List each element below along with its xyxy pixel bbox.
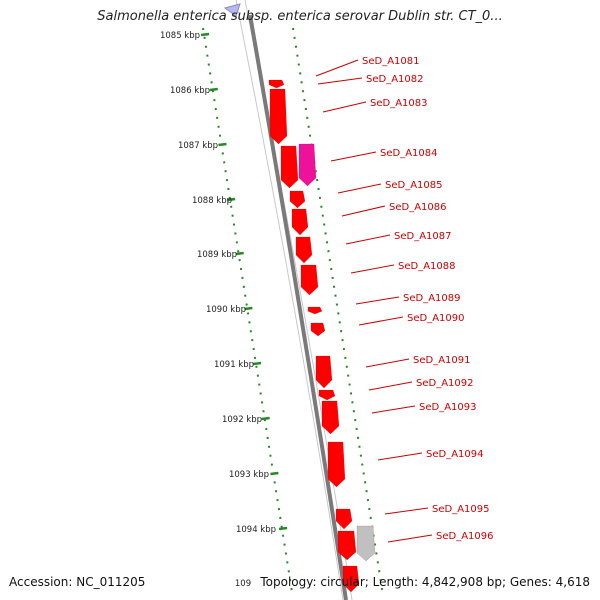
- accession-label: Accession: NC_011205: [9, 575, 146, 589]
- gene-feature[interactable]: [356, 525, 376, 562]
- gene-label-leader: [377, 452, 423, 461]
- kbp-tick: [235, 251, 244, 256]
- gene-label-leader: [384, 507, 429, 515]
- gene-feature[interactable]: [315, 355, 333, 389]
- gene-label[interactable]: SeD_A1085: [385, 180, 443, 191]
- gene-feature[interactable]: [300, 264, 319, 296]
- gene-label-leader: [365, 358, 410, 368]
- gene-feature[interactable]: [321, 400, 340, 435]
- genome-title: Salmonella enterica subsp. enterica sero…: [97, 9, 503, 24]
- kbp-tick: [226, 197, 236, 202]
- kbp-label: 1092 kbp: [222, 415, 262, 425]
- kbp-label: 1090 kbp: [206, 305, 246, 315]
- gene-label[interactable]: SeD_A1091: [413, 355, 471, 366]
- gene-label-leader: [368, 381, 413, 391]
- gene-label[interactable]: SeD_A1081: [362, 56, 420, 67]
- kbp-labels: 1085 kbp 1086 kbp 1087 kbp 1088 kbp 1089 kbp…: [160, 31, 276, 589]
- gene-feature[interactable]: [310, 322, 326, 337]
- kbp-tick: [244, 306, 253, 311]
- kbp-label: 1085 kbp: [160, 31, 200, 41]
- kbp-label: 1094 kbp: [236, 525, 276, 535]
- gene-feature[interactable]: [295, 236, 313, 264]
- kbp-label: 1089 kbp: [197, 250, 237, 260]
- gene-label[interactable]: SeD_A1089: [403, 293, 461, 304]
- gene-features: [268, 79, 376, 593]
- gene-label[interactable]: SeD_A1096: [436, 531, 494, 542]
- gene-feature[interactable]: [298, 143, 317, 187]
- kbp-major-ticks: [200, 32, 288, 531]
- gene-feature[interactable]: [307, 306, 323, 315]
- genome-summary: Topology: circular; Length: 4,842,908 bp…: [260, 575, 590, 589]
- kbp-tick: [218, 142, 227, 147]
- backbone-marker-icon: [223, 3, 241, 17]
- gene-feature[interactable]: [269, 88, 288, 145]
- gene-label[interactable]: SeD_A1086: [389, 202, 447, 213]
- gene-label[interactable]: SeD_A1090: [407, 313, 465, 324]
- gene-label[interactable]: SeD_A1083: [370, 98, 428, 109]
- gene-label-leader: [345, 234, 391, 245]
- kbp-label: 1091 kbp: [214, 360, 254, 370]
- kbp-tick: [200, 32, 210, 37]
- kbp-tick: [261, 416, 270, 421]
- gene-labels: SeD_A1081 SeD_A1082 SeD_A1083 SeD_A1084 SeD_…: [315, 56, 494, 543]
- ring-inner-boundary: [235, 0, 344, 600]
- genome-backbone: [248, 14, 348, 600]
- gene-label-leader: [355, 296, 400, 305]
- gene-label-leader: [315, 59, 359, 77]
- gene-label-leader: [337, 183, 382, 194]
- gene-label[interactable]: SeD_A1084: [380, 148, 438, 159]
- gene-label-leader: [387, 534, 433, 543]
- gene-feature[interactable]: [280, 145, 299, 189]
- kbp-label: 1093 kbp: [229, 470, 269, 480]
- gene-label-leader: [330, 151, 377, 162]
- gene-label[interactable]: SeD_A1094: [426, 449, 484, 460]
- gene-label[interactable]: SeD_A1093: [419, 402, 477, 413]
- kbp-label: 109: [235, 579, 251, 589]
- gene-label[interactable]: SeD_A1082: [366, 74, 424, 85]
- gene-label-leader: [350, 264, 395, 274]
- kbp-tick: [278, 526, 288, 531]
- gene-feature[interactable]: [268, 79, 285, 89]
- gene-label-leader: [371, 405, 416, 414]
- gene-feature[interactable]: [327, 441, 346, 488]
- kbp-label: 1087 kbp: [178, 141, 218, 151]
- gene-label-leader: [322, 101, 367, 113]
- gene-feature[interactable]: [318, 389, 336, 401]
- gene-label[interactable]: SeD_A1092: [416, 378, 474, 389]
- gene-label-leader: [341, 205, 386, 217]
- kbp-label: 1086 kbp: [170, 86, 210, 96]
- gene-feature[interactable]: [335, 508, 353, 530]
- gene-tick-ring: [292, 27, 384, 596]
- kbp-tick: [270, 471, 279, 476]
- gene-label[interactable]: SeD_A1095: [432, 504, 490, 515]
- kbp-tick: [252, 361, 262, 366]
- kbp-label: 1088 kbp: [192, 196, 232, 206]
- kbp-tick: [209, 87, 218, 92]
- gene-feature[interactable]: [342, 565, 360, 593]
- gene-label[interactable]: SeD_A1087: [394, 231, 452, 242]
- gene-label[interactable]: SeD_A1088: [398, 261, 456, 272]
- gene-label-leader: [317, 77, 363, 85]
- gene-feature[interactable]: [337, 530, 357, 561]
- gene-feature[interactable]: [289, 190, 306, 209]
- gene-feature[interactable]: [291, 208, 309, 236]
- gene-label-leader: [358, 316, 404, 326]
